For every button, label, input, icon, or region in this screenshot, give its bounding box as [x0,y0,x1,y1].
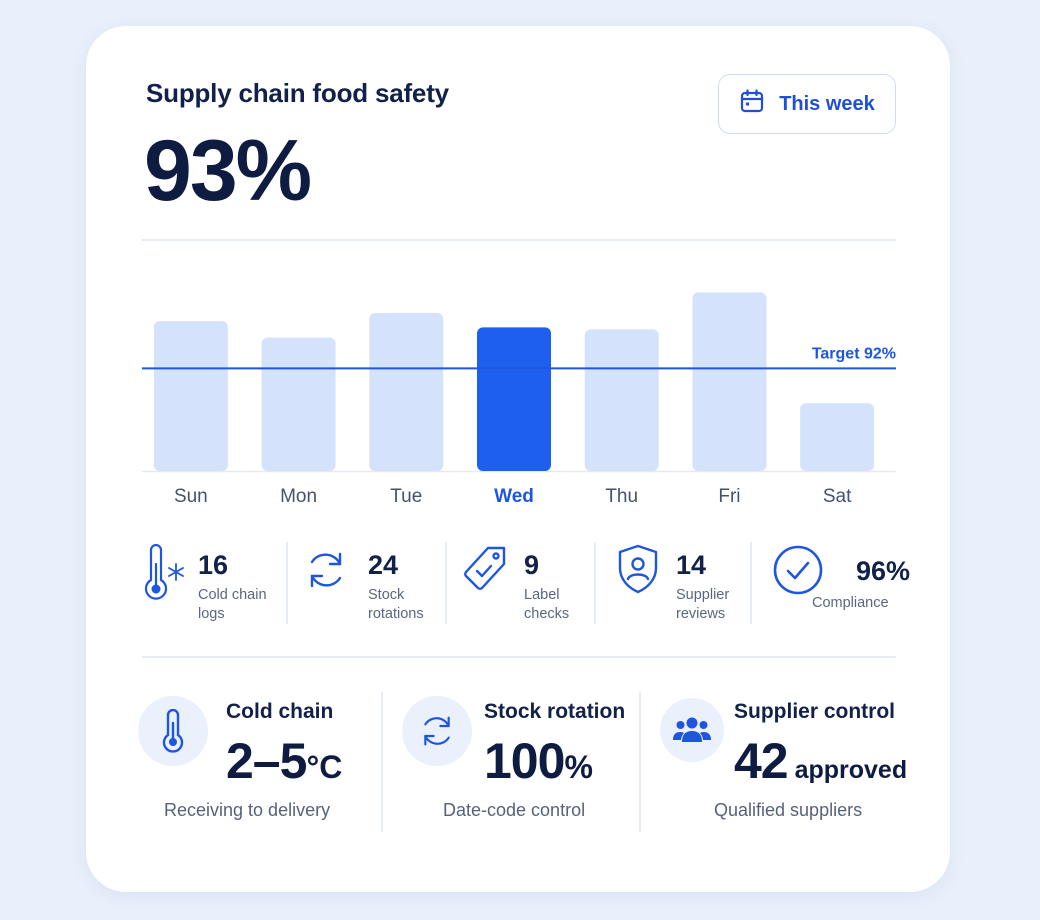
stat-label: Compliance [812,595,889,611]
thermometer-snowflake-icon [142,543,188,611]
target-label: Target 92% [812,345,896,362]
stats-row: 16 Cold chain logs 24 Stock rotations [142,540,912,626]
daily-safety-chart: Sun Mon Tue Wed Thu Fri Sat Target 92% [142,256,896,516]
day-label-mon: Mon [280,486,317,507]
rotate-icon [402,696,472,766]
overall-score: 93% [144,123,312,219]
stat-value: 96% [856,556,911,586]
stat-divider [286,542,288,624]
panel-value: 42 approved [734,733,908,789]
stat-supplier-reviews: 14 Supplier reviews [614,540,744,626]
panel-stock-rotation: Stock rotation 100% Date-code control [402,690,642,832]
rotate-icon [302,546,350,599]
period-label: This week [779,92,875,115]
bar-wed[interactable] [477,327,551,471]
card-title: Supply chain food safety [146,78,449,108]
panel-subtitle: Qualified suppliers [714,800,863,820]
bar-mon[interactable] [261,337,336,471]
stat-cold-chain-logs: 16 Cold chain logs [142,540,282,626]
stat-label: reviews [676,606,726,622]
stat-label: Supplier [676,587,730,603]
stat-label: Label [524,587,560,603]
stat-value: 24 [368,550,399,580]
panel-title: Cold chain [226,700,334,723]
stat-value: 14 [676,550,707,580]
stat-value: 9 [524,550,540,580]
stat-divider [750,542,752,624]
calendar-icon [739,88,765,120]
stat-label: rotations [368,606,424,622]
stat-compliance: 96% Compliance [772,540,912,626]
stat-divider [594,542,596,624]
tag-check-icon [460,544,510,601]
stats-divider [142,656,896,658]
header-divider [142,239,896,241]
stat-label: checks [524,606,570,622]
stat-label-checks: 9 Label checks [460,540,590,626]
users-icon [660,698,724,762]
panel-supplier-control: Supplier control 42 approved Qualified s… [660,690,910,832]
panel-divider [381,692,383,832]
period-selector-button[interactable]: This week [718,74,896,134]
stat-label: Cold chain [198,587,267,603]
bar-sat[interactable] [800,403,875,471]
day-label-sat: Sat [823,486,852,507]
day-label-sun: Sun [174,486,208,507]
panel-value: 100% [484,733,593,789]
stat-divider [445,542,447,624]
day-label-thu: Thu [605,486,638,507]
bar-sun[interactable] [153,321,228,471]
stat-label: Stock [368,587,405,603]
day-label-tue: Tue [390,486,422,507]
bar-thu[interactable] [584,329,659,471]
shield-user-icon [614,542,662,601]
stat-label: logs [198,606,225,622]
panel-title: Stock rotation [484,700,626,723]
panel-cold-chain: Cold chain 2–5°C Receiving to delivery [138,690,378,832]
stat-stock-rotations: 24 Stock rotations [302,540,442,626]
check-circle-icon [772,544,824,601]
panel-title: Supplier control [734,700,896,723]
panel-value: 2–5°C [226,733,343,789]
panel-divider [639,692,641,832]
bar-tue[interactable] [369,312,444,471]
stat-value: 16 [198,550,229,580]
day-label-wed: Wed [494,486,534,507]
thermometer-icon [138,696,208,766]
panel-subtitle: Receiving to delivery [164,800,331,820]
bar-fri[interactable] [692,292,767,471]
day-label-fri: Fri [718,486,740,507]
panel-subtitle: Date-code control [443,800,586,820]
food-safety-card: Supply chain food safety 93% This week S… [86,26,950,892]
